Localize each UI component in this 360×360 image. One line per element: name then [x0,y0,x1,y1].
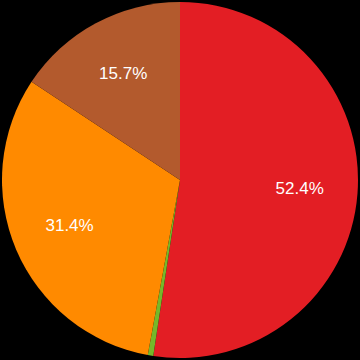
slices [2,2,358,358]
chart: 52.4% 31.4% 15.7% [0,0,360,360]
data-labels: 52.4% 31.4% 15.7% [45,64,323,236]
slice [153,2,358,358]
data-label: 15.7% [99,64,147,83]
data-label: 52.4% [276,179,324,198]
data-label: 31.4% [45,216,93,235]
slice [32,2,180,180]
background [0,0,360,360]
